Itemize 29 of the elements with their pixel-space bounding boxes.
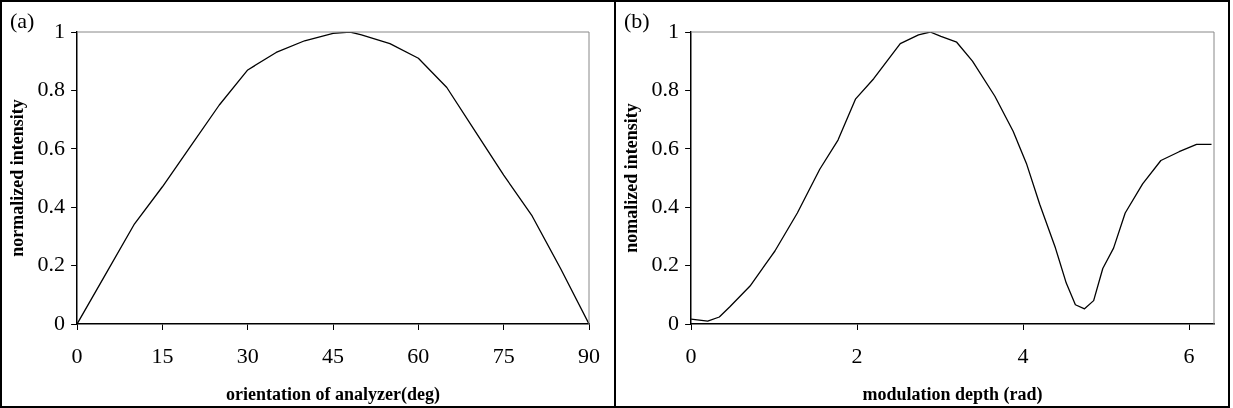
text: (a) [10, 8, 35, 34]
x-tick-label: 90 [578, 342, 600, 368]
text: (b) [624, 8, 650, 34]
x-axis-title: orientation of analyzer(deg) [226, 383, 441, 405]
y-tick-label: 0.6 [37, 134, 66, 160]
y-tick-label: 0.8 [651, 76, 680, 102]
y-tick-label: 0 [54, 309, 66, 335]
x-tick-label: 30 [236, 342, 259, 368]
y-tick-label: 1 [668, 17, 680, 43]
x-tick-label: 0 [71, 342, 83, 368]
x-tick-label: 6 [1183, 342, 1195, 368]
x-tick-label: 45 [322, 342, 345, 368]
x-tick-label: 15 [151, 342, 174, 368]
x-tick-label: 2 [851, 342, 863, 368]
y-tick-label: 0.6 [651, 134, 680, 160]
x-tick-label: 0 [685, 342, 697, 368]
y-axis-title: nomalized intensity [621, 103, 642, 253]
x-axis-title: modulation depth (rad) [862, 383, 1043, 405]
x-tick-label: 4 [1017, 342, 1029, 368]
y-tick-label: 0.8 [37, 76, 66, 102]
x-tick-label: 75 [492, 342, 515, 368]
y-tick-label: 0.2 [37, 251, 66, 277]
y-tick-label: 1 [54, 17, 66, 43]
y-tick-label: 0.4 [37, 192, 66, 218]
y-tick-label: 0 [668, 309, 680, 335]
y-axis-title: normalized intensity [7, 99, 28, 257]
y-tick-label: 0.2 [651, 251, 680, 277]
x-tick-label: 60 [407, 342, 430, 368]
y-tick-label: 0.4 [651, 192, 680, 218]
